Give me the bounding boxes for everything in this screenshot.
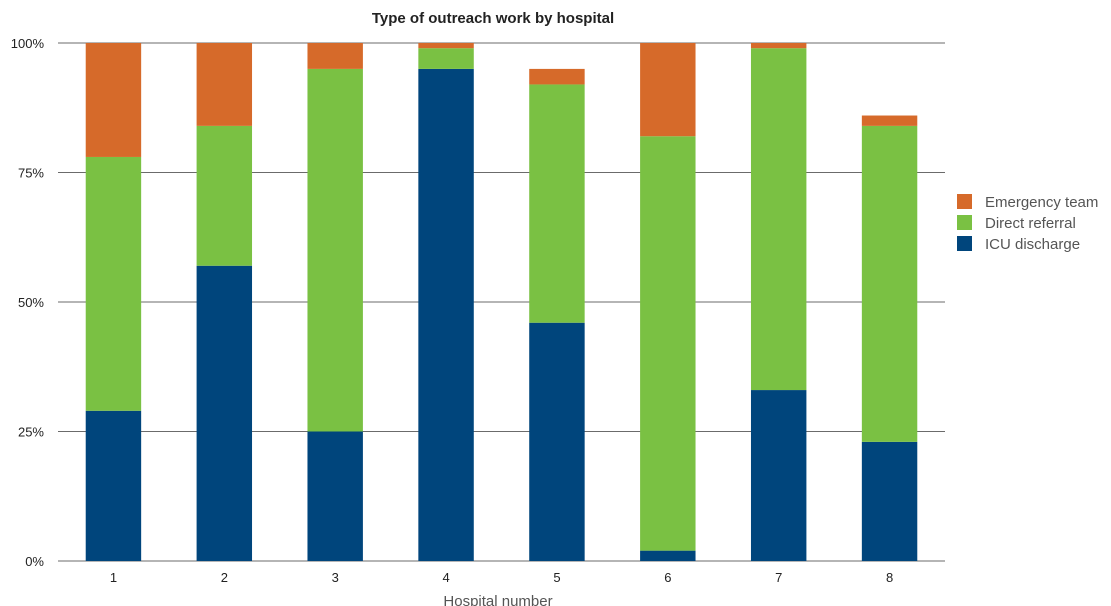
y-axis-ticks: 0% 25% 50% 75% 100% (11, 36, 45, 569)
bar-segment-direct-referral (529, 84, 585, 323)
legend-label: ICU discharge (985, 236, 1080, 253)
bar-segment-direct-referral (861, 125, 918, 442)
gridlines (58, 42, 945, 562)
bar-segment-icu-discharge (861, 441, 918, 561)
legend-label: Emergency team (985, 194, 1098, 211)
bar-segment-icu-discharge (750, 390, 807, 561)
bar-segment-emergency-team (640, 43, 696, 137)
x-tick-label: 5 (553, 570, 560, 585)
y-tick-label: 75% (18, 166, 44, 181)
legend-label: Direct referral (985, 215, 1076, 232)
bar-segment-direct-referral (418, 48, 474, 69)
x-axis-label: Hospital number (443, 593, 552, 606)
bar-segment-icu-discharge (196, 265, 253, 561)
bar-segment-direct-referral (196, 125, 253, 266)
legend-swatch (957, 194, 972, 209)
y-tick-label: 100% (11, 36, 45, 51)
legend-swatch (957, 215, 972, 230)
bar-segment-direct-referral (85, 156, 142, 411)
bar-segment-emergency-team (529, 68, 585, 85)
x-tick-label: 3 (332, 570, 339, 585)
x-tick-label: 8 (886, 570, 893, 585)
bar-segment-icu-discharge (529, 322, 585, 561)
bar-segment-icu-discharge (640, 550, 696, 561)
x-tick-label: 2 (221, 570, 228, 585)
x-tick-label: 7 (775, 570, 782, 585)
legend: Emergency team Direct referral ICU dischar… (957, 194, 1098, 253)
x-tick-label: 4 (442, 570, 449, 585)
bar-segment-direct-referral (640, 136, 696, 551)
x-axis-ticks: 1 2 3 4 5 6 7 8 (110, 570, 893, 585)
bar-segment-emergency-team (196, 43, 253, 126)
y-tick-label: 50% (18, 295, 44, 310)
x-tick-label: 1 (110, 570, 117, 585)
bar-segment-icu-discharge (85, 410, 142, 561)
bar-segment-icu-discharge (307, 431, 363, 561)
y-tick-label: 25% (18, 425, 44, 440)
bar-segment-emergency-team (307, 43, 363, 69)
bar-segment-direct-referral (750, 48, 807, 391)
bar-segment-emergency-team (418, 43, 474, 49)
legend-swatch (957, 236, 972, 251)
chart-title: Type of outreach work by hospital (372, 10, 614, 27)
bar-segment-direct-referral (307, 68, 363, 432)
bar-segment-icu-discharge (418, 68, 474, 562)
y-tick-label: 0% (25, 554, 44, 569)
bar-segment-emergency-team (750, 43, 807, 49)
bar-segment-emergency-team (85, 43, 142, 157)
x-tick-label: 6 (664, 570, 671, 585)
bars (85, 43, 918, 562)
bar-segment-emergency-team (861, 115, 918, 126)
